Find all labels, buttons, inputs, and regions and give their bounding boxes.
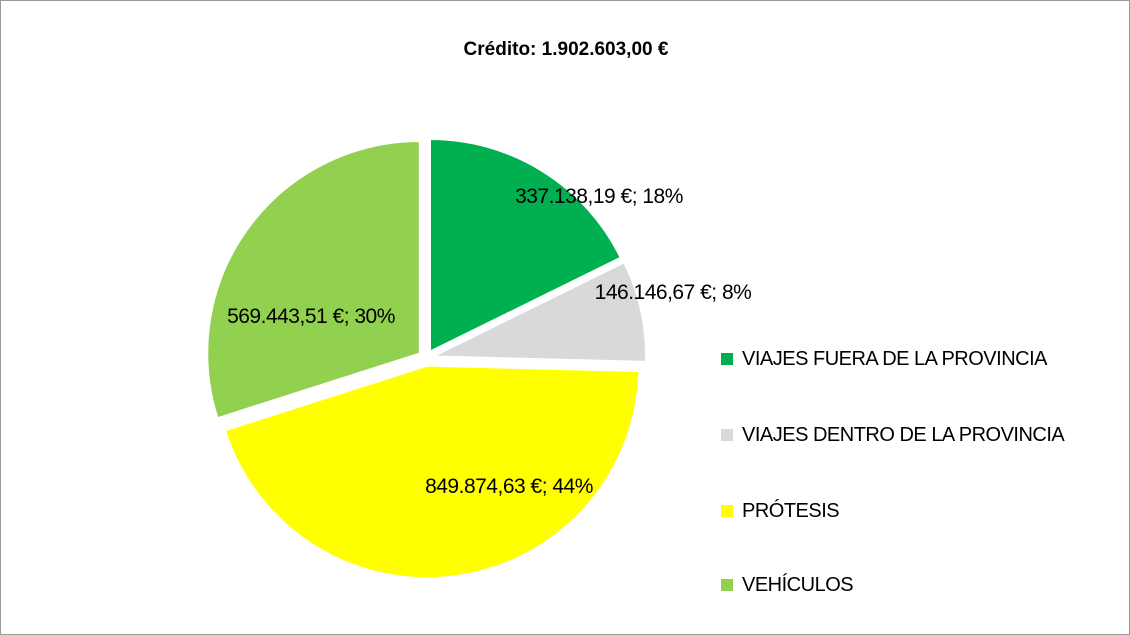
legend-label: VIAJES FUERA DE LA PROVINCIA <box>742 347 1047 370</box>
data-label: 146.146,67 €; 8% <box>594 281 752 304</box>
legend-label: PRÓTESIS <box>742 499 840 522</box>
pie-slice <box>206 140 421 419</box>
data-label: 569.443,51 €; 30% <box>227 305 395 328</box>
legend-entry: VEHÍCULOS <box>721 573 854 597</box>
legend-swatch <box>721 353 733 365</box>
pie-slice <box>429 138 622 353</box>
legend-label: VIAJES DENTRO DE LA PROVINCIA <box>742 423 1065 446</box>
legend-swatch <box>721 579 733 591</box>
pie-slice <box>433 261 647 363</box>
data-label: 337.138,19 €; 18% <box>515 185 683 208</box>
legend-swatch <box>721 505 733 517</box>
legend-entry: VIAJES DENTRO DE LA PROVINCIA <box>721 423 1065 447</box>
pie-slice <box>224 365 640 579</box>
legend-swatch <box>721 429 733 441</box>
data-label: 849.874,63 €; 44% <box>425 475 593 498</box>
legend-entry: VIAJES FUERA DE LA PROVINCIA <box>721 347 1047 371</box>
legend-label: VEHÍCULOS <box>742 573 854 596</box>
legend-entry: PRÓTESIS <box>721 499 840 523</box>
chart-title: Crédito: 1.902.603,00 € <box>463 39 669 60</box>
